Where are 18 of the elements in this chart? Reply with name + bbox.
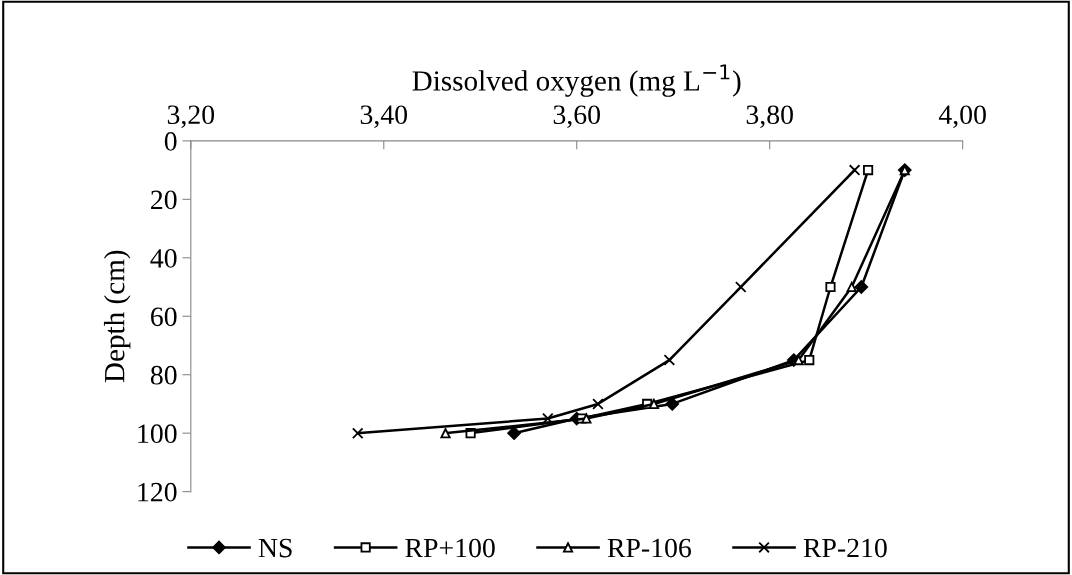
x-tick-label: 3,80 (746, 105, 793, 129)
legend-label: NS (258, 538, 292, 558)
y-tick-label: 100 (138, 424, 177, 444)
x-tick-label: 4,00 (938, 105, 986, 129)
y-tick-label: 60 (151, 307, 177, 327)
x-tick-label: 3,40 (360, 105, 408, 129)
x-axis-title: Dissolved oxygen (mg L$^{−1}$) (412, 64, 741, 97)
x-tick-label: 3,20 (167, 105, 215, 129)
legend-label: RP-106 (607, 538, 691, 558)
y-tick-label: 40 (150, 248, 177, 268)
y-tick-label: 20 (151, 190, 177, 210)
y-axis-title: Depth (cm) (103, 250, 131, 383)
y-tick-label: 80 (150, 365, 177, 385)
legend-label: RP-210 (803, 538, 887, 558)
x-tick-label: 3,60 (553, 105, 600, 129)
legend-label: RP+100 (405, 538, 495, 558)
y-tick-label: 0 (164, 132, 177, 151)
y-tick-label: 120 (138, 482, 177, 502)
